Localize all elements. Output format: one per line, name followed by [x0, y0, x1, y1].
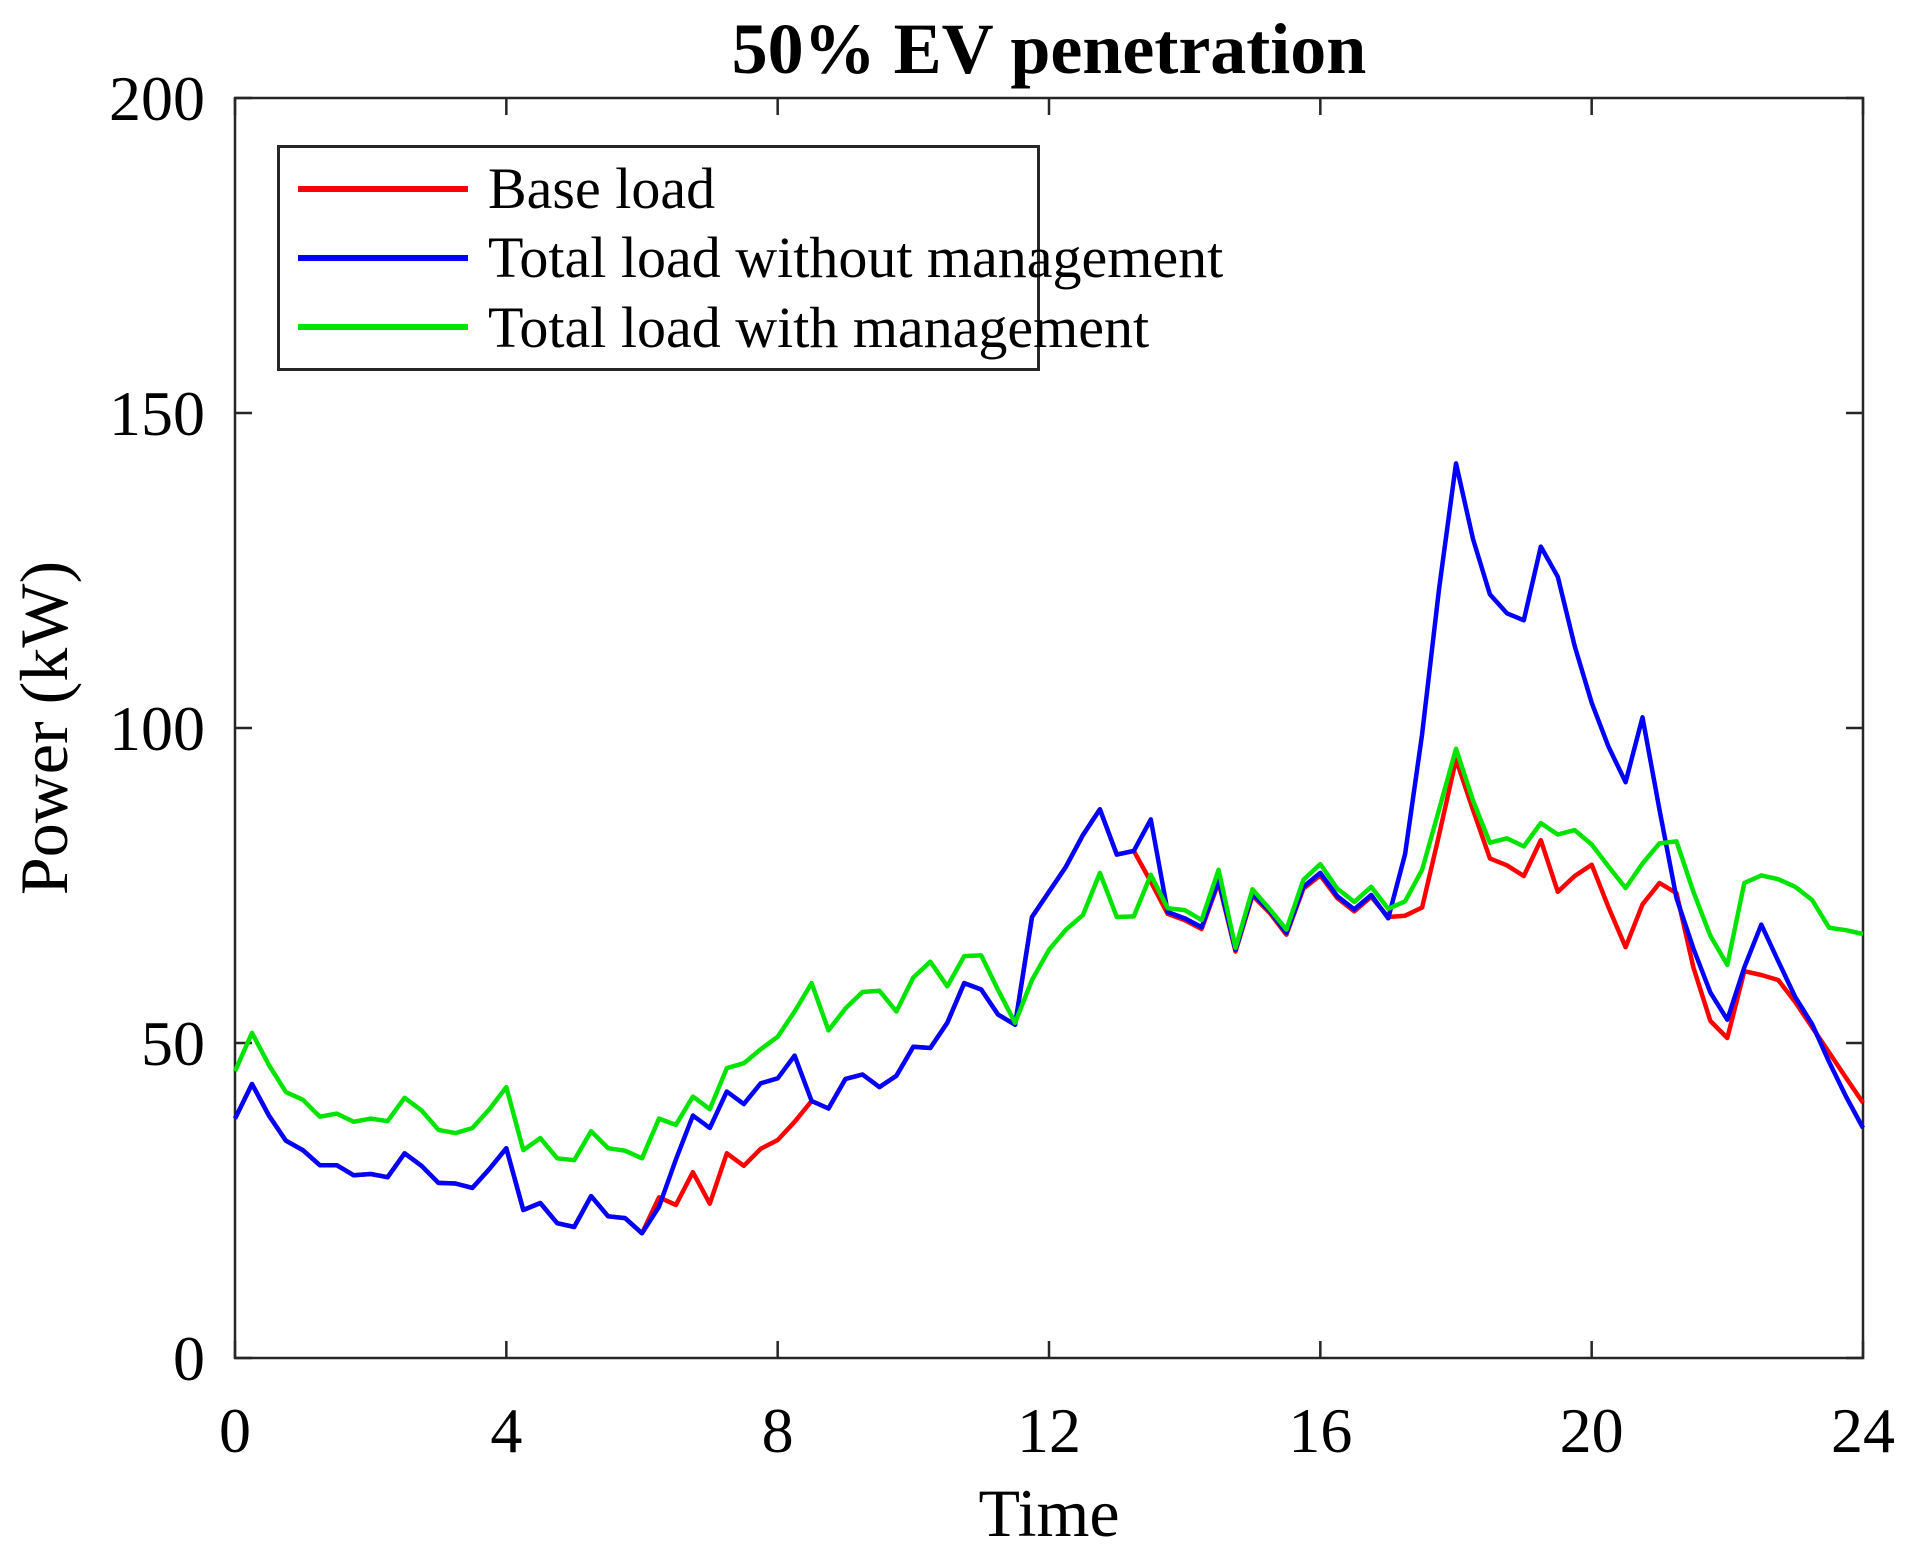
x-axis-label: Time: [978, 1475, 1120, 1551]
legend-label: Base load: [488, 156, 716, 222]
y-tick-label: 50: [141, 1008, 205, 1079]
legend-box: Base load Total load without management …: [277, 145, 1223, 371]
legend-line-sample-red: [298, 185, 468, 192]
x-tick-label: 4: [490, 1395, 522, 1466]
x-tick-label: 12: [1017, 1395, 1081, 1466]
y-tick-label: 100: [109, 693, 205, 764]
x-tick-label: 20: [1560, 1395, 1624, 1466]
y-tick-label: 0: [173, 1323, 205, 1394]
base-load-line: [232, 757, 1865, 1236]
y-tick-label: 200: [109, 63, 205, 134]
total-load-without-management-line: [232, 461, 1865, 1236]
y-tick-label: 150: [109, 378, 205, 449]
legend-line-sample-green: [298, 324, 468, 331]
legend-label: Total load without management: [488, 225, 1224, 291]
x-tick-label: 8: [762, 1395, 794, 1466]
y-axis-label: Power (kW): [6, 560, 82, 896]
legend-item-total-with-management: Total load with management: [280, 295, 1149, 360]
legend-item-total-without-management: Total load without management: [280, 225, 1223, 290]
x-tick-label: 0: [219, 1395, 251, 1466]
x-tick-label: 24: [1831, 1395, 1895, 1466]
chart-title: 50% EV penetration: [731, 9, 1367, 89]
legend-item-base-load: Base load: [280, 156, 1037, 222]
legend-label: Total load with management: [488, 294, 1150, 360]
total-load-with-management-line: [232, 746, 1864, 1163]
x-tick-label: 16: [1288, 1395, 1352, 1466]
legend-line-sample-blue: [298, 254, 468, 261]
